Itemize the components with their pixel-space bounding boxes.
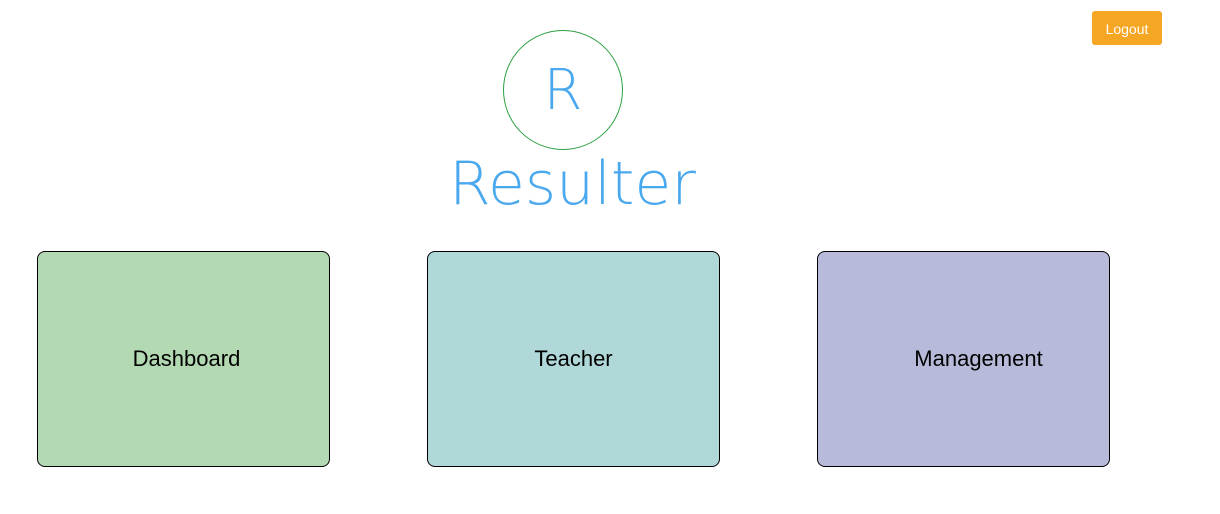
teacher-card-label: Teacher <box>534 346 613 371</box>
logo-letter: R <box>543 58 583 123</box>
dashboard-card[interactable]: Dashboard <box>37 251 330 467</box>
management-card-label: Management <box>914 346 1043 371</box>
brand-title: Resulter <box>449 149 696 219</box>
management-card[interactable]: Management <box>817 251 1110 467</box>
teacher-card[interactable]: Teacher <box>427 251 720 467</box>
dashboard-card-label: Dashboard <box>132 346 241 371</box>
logout-button[interactable]: Logout <box>1092 11 1162 45</box>
logo-circle: R <box>503 30 623 150</box>
